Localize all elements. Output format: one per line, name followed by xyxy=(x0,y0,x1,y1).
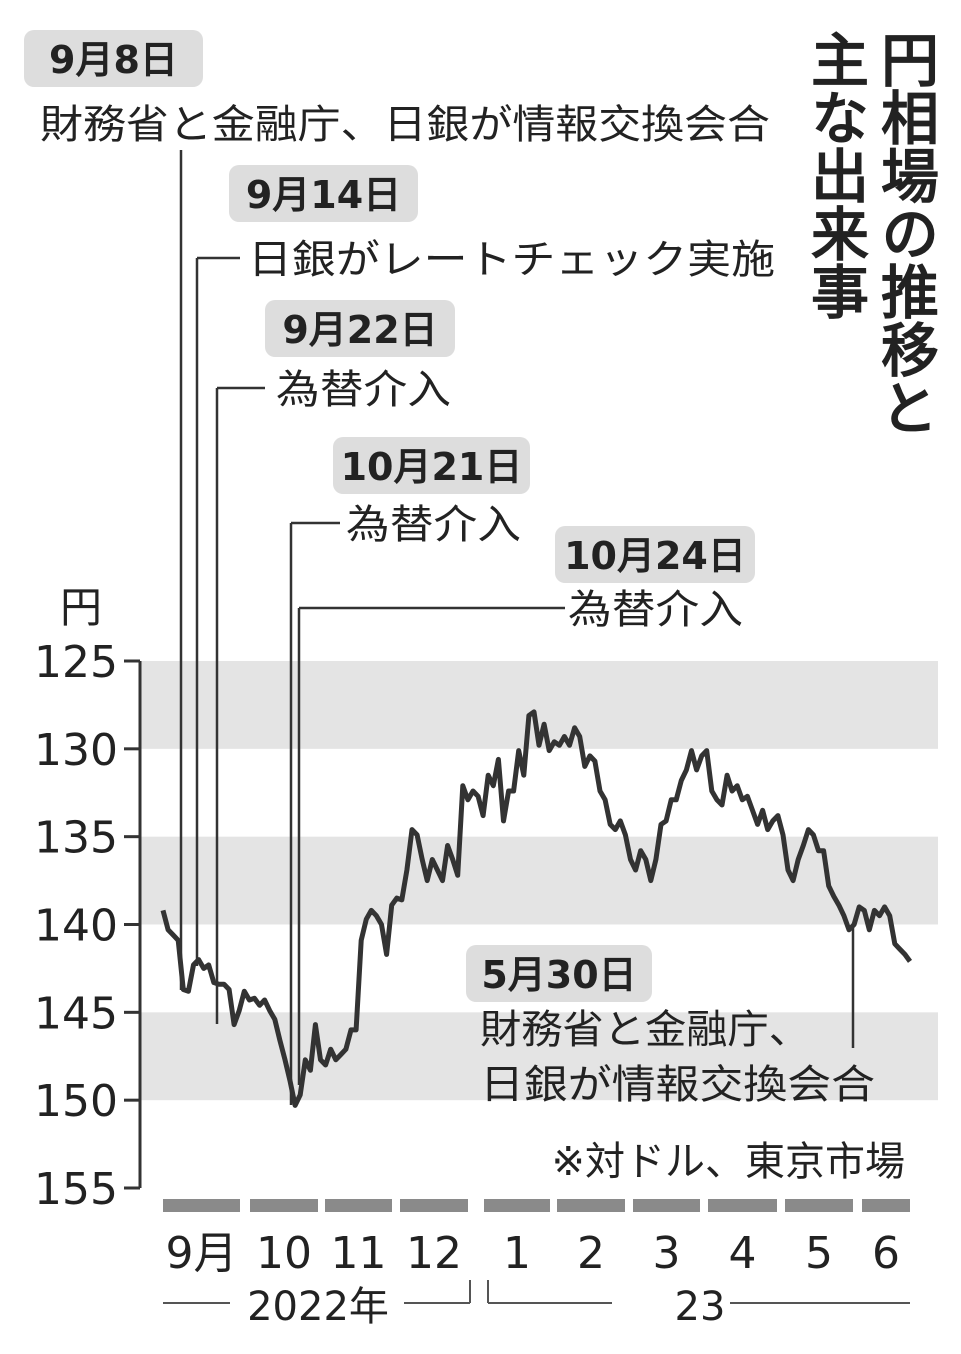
y-tick-label: 155 xyxy=(34,1164,118,1215)
annotation-date: 5月30日 xyxy=(481,953,636,997)
grid-band xyxy=(140,1012,938,1101)
x-tick-label: 4 xyxy=(729,1228,757,1279)
date-badge xyxy=(265,300,455,357)
x-tick-label: 10 xyxy=(256,1228,312,1279)
y-tick-label: 140 xyxy=(34,901,118,952)
x-group-label: 23 xyxy=(675,1284,726,1330)
x-group-label: 2022年 xyxy=(247,1284,389,1330)
date-badge xyxy=(555,526,755,583)
x-tick-label: 11 xyxy=(331,1228,387,1279)
month-bar xyxy=(785,1199,853,1212)
date-badge xyxy=(24,30,203,87)
chart-title: 円相場の推移と xyxy=(871,30,939,436)
annotation-text: 財務省と金融庁、日銀が情報交換会合 xyxy=(40,102,770,148)
annotation-text: 日銀がレートチェック実施 xyxy=(248,237,775,283)
y-tick-label: 150 xyxy=(34,1076,118,1127)
annotation-text: 為替介入 xyxy=(346,502,521,548)
month-bar xyxy=(400,1199,468,1212)
y-unit: 円 xyxy=(60,583,102,632)
y-tick-label: 125 xyxy=(34,637,118,688)
month-bar xyxy=(484,1199,550,1212)
date-badge xyxy=(229,165,418,222)
month-bar xyxy=(708,1199,777,1212)
annotation-date: 10月24日 xyxy=(564,534,746,578)
annotation-text: 財務省と金融庁、 xyxy=(480,1007,810,1053)
y-tick-label: 135 xyxy=(34,813,118,864)
month-bar xyxy=(250,1199,318,1212)
x-tick-label: 2 xyxy=(577,1228,605,1279)
month-bar xyxy=(325,1199,392,1212)
month-bar xyxy=(633,1199,700,1212)
note: ※対ドル、東京市場 xyxy=(551,1139,905,1185)
chart-title: 主な出来事 xyxy=(801,30,869,320)
annotation-date: 10月21日 xyxy=(341,445,523,489)
price-line xyxy=(160,709,913,1108)
month-bar xyxy=(163,1199,240,1212)
date-badge xyxy=(333,437,530,494)
x-tick-label: 12 xyxy=(406,1228,462,1279)
annotation-text: 日銀が情報交換会合 xyxy=(480,1062,875,1108)
annotation-date: 9月22日 xyxy=(282,308,437,352)
x-tick-label: 5 xyxy=(805,1228,833,1279)
x-tick-label: 6 xyxy=(872,1228,900,1279)
month-bar xyxy=(862,1199,910,1212)
date-badge xyxy=(466,945,652,1002)
month-bar xyxy=(557,1199,625,1212)
annotation-text: 為替介入 xyxy=(276,367,451,413)
x-tick-label: 3 xyxy=(653,1228,681,1279)
annotation-date: 9月8日 xyxy=(49,38,178,82)
x-tick-label: 1 xyxy=(503,1228,531,1279)
y-tick-label: 145 xyxy=(34,988,118,1039)
grid-band xyxy=(140,836,938,925)
y-tick-label: 130 xyxy=(34,725,118,776)
annotation-text: 為替介入 xyxy=(568,587,743,633)
annotation-date: 9月14日 xyxy=(246,173,401,217)
x-tick-label: 9月 xyxy=(166,1228,238,1279)
